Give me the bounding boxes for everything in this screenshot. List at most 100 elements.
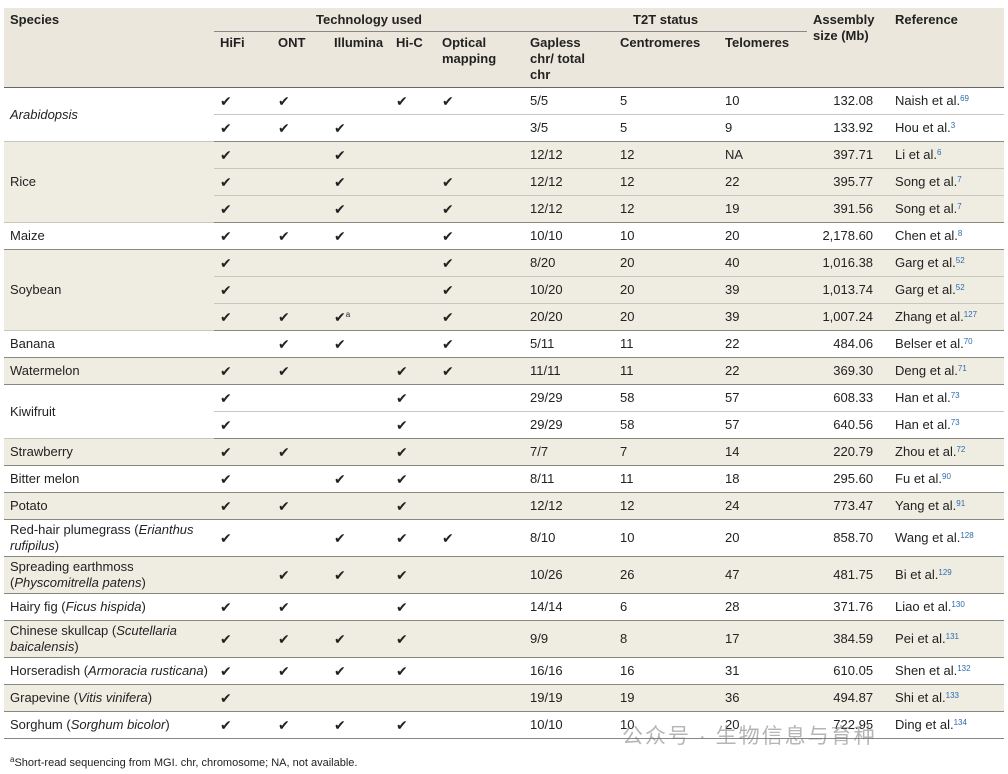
t2t-cell: 36 — [719, 684, 808, 712]
tech-cell — [436, 657, 525, 685]
species-group: Rice ✔ ✔ 12/12 12 NA 397.71 Li et al.6 ✔ ✔ ✔ 12/12 1… — [4, 141, 1005, 223]
reference-text: Han et al. — [895, 417, 951, 432]
tech-cell: ✔ — [328, 711, 390, 739]
table-row: ✔ ✔ ✔ 12/12 12 22 395.77 Song et al.7 — [4, 168, 1005, 196]
tech-cell — [272, 384, 328, 412]
size-value: 397.71 — [833, 147, 874, 162]
cen-value: 7 — [620, 444, 628, 459]
check-mark: ✔ — [220, 631, 232, 647]
table-container: Species Technology used T2T status Assem… — [4, 8, 1005, 769]
t2t-cell: 58 — [614, 384, 720, 412]
t2t-cell: 8 — [614, 620, 720, 658]
t2t-cell: 20 — [614, 303, 720, 331]
tech-cell: ✔ — [436, 87, 525, 115]
species-text: Soybean — [10, 282, 62, 297]
size-cell: 494.87 — [807, 684, 890, 712]
header-group: Technology used — [214, 8, 525, 32]
tech-cell: ✔ — [214, 519, 272, 557]
tech-cell: ✔ — [390, 411, 436, 439]
reference-text: Wang et al. — [895, 530, 961, 545]
reference-cell: Chen et al.8 — [889, 222, 1005, 250]
check-mark: ✔ — [220, 717, 232, 733]
tech-cell — [272, 168, 328, 196]
species-cell: Chinese skullcap (Scutellaria baicalensi… — [4, 620, 214, 658]
size-cell: 2,178.60 — [807, 222, 890, 250]
check-mark: ✔ — [442, 93, 454, 109]
tech-cell: ✔ — [390, 620, 436, 658]
species-text: ) — [141, 599, 146, 614]
tech-cell — [390, 222, 436, 250]
tech-cell — [328, 87, 390, 115]
t2t-cell: 14/14 — [524, 593, 615, 621]
reference-cell: Shi et al.133 — [889, 684, 1005, 712]
t2t-cell: 28 — [719, 593, 808, 621]
tech-cell — [390, 195, 436, 223]
tech-cell — [390, 684, 436, 712]
check-mark: ✔ — [334, 228, 346, 244]
reference-cell: Yang et al.91 — [889, 492, 1005, 520]
tech-cell: ✔ — [328, 141, 390, 169]
tel-value: 24 — [725, 498, 740, 513]
reference-cell: Naish et al.69 — [889, 87, 1005, 115]
reference-text: Ding et al. — [895, 717, 954, 732]
check-mark: ✔ — [278, 498, 290, 514]
tech-cell: ✔ — [390, 384, 436, 412]
cen-value: 5 — [620, 120, 628, 135]
gapless-value: 29/29 — [530, 417, 563, 432]
check-mark: ✔ — [334, 201, 346, 217]
gapless-value: 5/5 — [530, 93, 549, 108]
tech-cell: ✔ — [328, 195, 390, 223]
cen-value: 19 — [620, 690, 635, 705]
t2t-cell: 7 — [614, 438, 720, 466]
species-group: Strawberry ✔ ✔ ✔ 7/7 7 14 220.79 Zhou et al.72 — [4, 438, 1005, 466]
tech-cell: ✔ — [214, 593, 272, 621]
reference-cell: Garg et al.52 — [889, 276, 1005, 304]
tech-cell — [390, 276, 436, 304]
gapless-value: 10/10 — [530, 717, 563, 732]
table-row: Banana ✔ ✔ ✔ 5/11 11 22 484.06 Belser et al.70 — [4, 330, 1005, 358]
check-mark: ✔ — [396, 631, 408, 647]
tel-value: 9 — [725, 120, 733, 135]
check-mark: ✔ — [334, 631, 346, 647]
tech-cell — [436, 711, 525, 739]
tech-cell: ✔ — [436, 357, 525, 385]
tech-cell — [390, 249, 436, 277]
reference-cell: Pei et al.131 — [889, 620, 1005, 658]
tel-value: 14 — [725, 444, 740, 459]
t2t-cell: 12 — [614, 195, 720, 223]
size-cell: 395.77 — [807, 168, 890, 196]
reference-text: Zhou et al. — [895, 444, 957, 459]
size-value: 722.95 — [833, 717, 874, 732]
t2t-cell: 5/11 — [524, 330, 615, 358]
t2t-cell: 39 — [719, 303, 808, 331]
reference-number: 7 — [957, 175, 962, 184]
table-row: Arabidopsis ✔ ✔ ✔ ✔ 5/5 5 10 132.08 Naish et al.6… — [4, 87, 1005, 142]
reference-cell: Ding et al.134 — [889, 711, 1005, 739]
tech-cell — [436, 593, 525, 621]
reference-number: 129 — [938, 568, 952, 577]
reference-cell: Hou et al.3 — [889, 114, 1005, 142]
check-mark: ✔ — [396, 93, 408, 109]
check-mark: ✔ — [220, 255, 232, 271]
tech-cell — [328, 384, 390, 412]
t2t-cell: 10/26 — [524, 556, 615, 594]
species-cell: Sorghum (Sorghum bicolor) — [4, 711, 214, 739]
table-header: Species Technology used T2T status Assem… — [4, 8, 1005, 88]
species-latin: Physcomitrella patens — [14, 575, 142, 590]
check-mark: ✔ — [442, 255, 454, 271]
size-value: 220.79 — [833, 444, 874, 459]
check-mark: ✔ — [220, 282, 232, 298]
size-value: 369.30 — [833, 363, 874, 378]
size-value: 610.05 — [833, 663, 874, 678]
check-mark: ✔ — [442, 228, 454, 244]
tech-cell: ✔ — [272, 357, 328, 385]
species-group: Spreading earthmoss (Physcomitrella pate… — [4, 556, 1005, 594]
size-value: 481.75 — [833, 567, 874, 582]
tech-cell: ✔ — [390, 357, 436, 385]
species-group: Watermelon ✔ ✔ ✔ ✔ 11/11 11 22 369.30 Deng et al.… — [4, 357, 1005, 385]
tech-cell — [272, 141, 328, 169]
check-mark: ✔ — [396, 498, 408, 514]
cen-value: 58 — [620, 390, 635, 405]
reference-number: 71 — [957, 364, 967, 373]
size-cell: 132.08 — [807, 87, 890, 115]
